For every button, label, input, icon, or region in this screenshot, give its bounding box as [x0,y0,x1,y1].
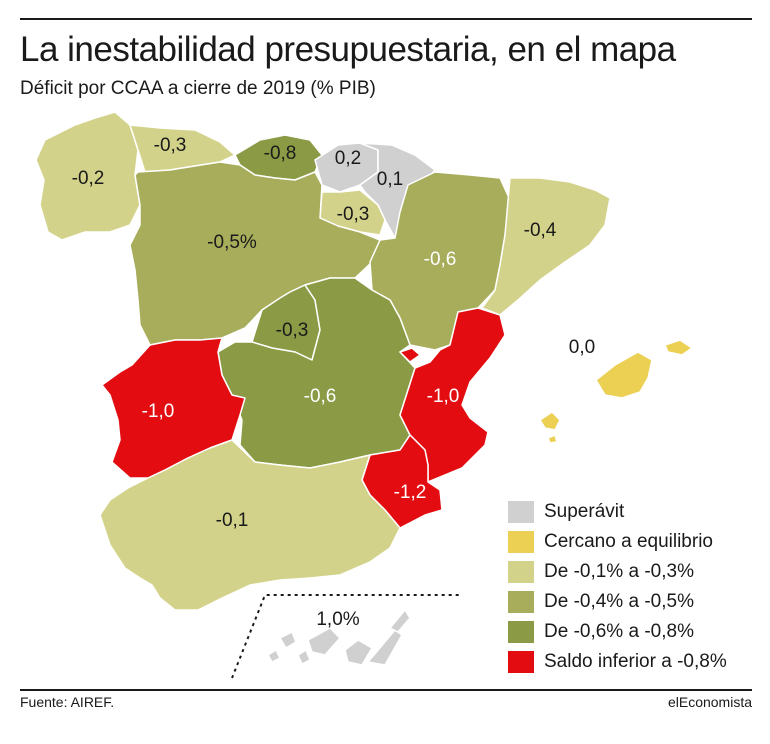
label-cantabria: -0,8 [264,143,297,164]
region-andalucia [99,439,401,611]
legend: Superávit Cercano a equilibrio De -0,1% … [508,497,727,677]
legend-swatch [508,591,534,613]
legend-label: Cercano a equilibrio [544,531,713,552]
region-rincon-ademuz [399,347,421,363]
spain-map: -0,2 -0,3 -0,8 0,2 0,1 -0,3 -0,5% -0,6 -… [35,111,693,679]
legend-item: Cercano a equilibrio [508,527,727,557]
label-cataluna: -0,4 [524,220,557,241]
region-cataluna [481,177,611,316]
legend-label: Saldo inferior a -0,8% [544,651,727,672]
legend-label: De -0,1% a -0,3% [544,561,694,582]
region-navarra [359,142,436,239]
legend-label: De -0,4% a -0,5% [544,591,694,612]
legend-item: De -0,1% a -0,3% [508,557,727,587]
label-castilla-mancha: -0,6 [304,386,337,407]
label-canarias: 1,0% [316,609,359,630]
region-canarias-island [297,649,311,665]
source-note: Fuente: AIREF. [20,694,115,710]
chart-subtitle: Déficit por CCAA a cierre de 2019 (% PIB… [20,78,376,99]
label-valencia: -1,0 [427,386,460,407]
label-galicia: -0,2 [72,168,105,189]
canarias-inset-line [231,594,460,679]
legend-item: Superávit [508,497,727,527]
label-asturias: -0,3 [154,135,187,156]
label-aragon: -0,6 [424,249,457,270]
label-la-rioja: -0,3 [337,204,370,225]
region-canarias-island [307,627,341,656]
region-baleares-ibiza [539,411,561,431]
legend-item: De -0,6% a -0,8% [508,617,727,647]
legend-swatch [508,651,534,673]
label-pais-vasco: 0,2 [335,148,361,169]
region-baleares-menorca [664,339,693,356]
legend-item: Saldo inferior a -0,8% [508,647,727,677]
label-andalucia: -0,1 [216,510,249,531]
brand-logo-text: elEconomista [667,694,752,710]
label-madrid: -0,3 [276,320,309,341]
region-canarias-island [344,639,373,666]
legend-swatch [508,561,534,583]
label-navarra: 0,1 [377,169,403,190]
region-valencia [399,307,506,483]
bottom-rule [20,689,752,691]
region-canarias-island [367,629,403,666]
region-canarias-island [279,631,297,649]
region-galicia [35,111,141,241]
region-canarias-island [267,649,281,663]
region-canarias-island [389,609,411,633]
region-baleares-mallorca [595,351,653,399]
label-castilla-leon: -0,5% [207,232,257,253]
chart-title: La inestabilidad presupuestaria, en el m… [20,30,676,69]
legend-label: De -0,6% a -0,8% [544,621,694,642]
label-baleares: 0,0 [569,337,595,358]
legend-item: De -0,4% a -0,5% [508,587,727,617]
label-murcia: -1,2 [394,482,427,503]
legend-label: Superávit [544,501,625,522]
label-extremadura: -1,0 [142,401,175,422]
legend-swatch [508,501,534,523]
legend-swatch [508,621,534,643]
legend-swatch [508,531,534,553]
region-baleares-formentera [547,434,558,444]
top-rule [20,18,752,20]
